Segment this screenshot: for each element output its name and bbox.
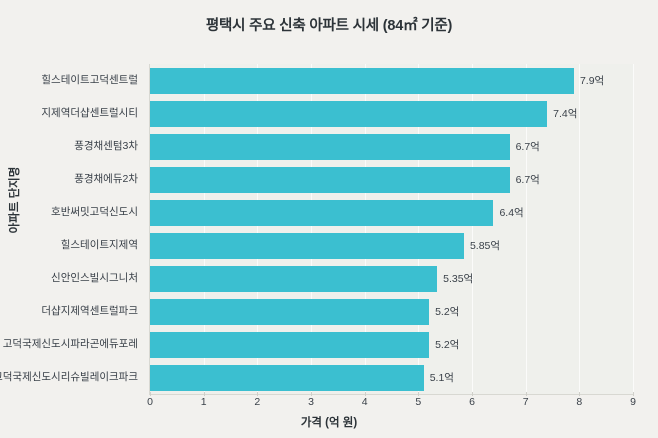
x-axis-tick-label: 3 [308,396,314,408]
gridline [633,64,634,394]
x-axis-tick-label: 0 [147,396,153,408]
bar[interactable] [150,298,430,325]
x-axis-tickmark [525,392,527,396]
y-axis-tick-label: 호반써밋고덕신도시 [51,206,138,218]
x-axis-spine [149,394,633,395]
gridline [579,64,581,394]
plot-area: 7.9억 7.4억 6.7억 6.7억 6.4억 5.85억 5.35억 5.2억 5.2억 5.… [150,64,634,394]
bar[interactable] [150,199,494,226]
y-axis-tick-label: 힐스테이트지제역 [60,239,138,251]
x-axis-tick-label: 2 [254,396,261,408]
bar-row[interactable]: 7.9억 [150,64,633,97]
y-axis-tick-label: 더샵지제역센트럴파크 [41,305,138,317]
bar-value-label: 7.9억 [579,75,605,87]
x-axis-tickmark [203,392,205,396]
x-axis-tickmark [150,392,151,396]
x-axis-tickmark [472,392,473,396]
bar-value-label: 5.2억 [435,306,460,318]
y-axis-tick-label: 힐스테이트고덕센트럴 [41,74,138,86]
bar-row[interactable]: 6.4억 [150,196,633,229]
x-axis-tick-label: 7 [522,396,529,408]
x-axis-tickmark [311,392,312,396]
bar-row[interactable]: 5.2억 [150,295,633,328]
x-axis-tick-label: 9 [630,396,636,408]
bar-value-label: 5.1억 [429,372,454,384]
x-axis-tickmark [418,392,420,396]
gridline [472,64,473,394]
y-axis-tick-label: 고덕국제신도시리슈빌레이크파크 [0,371,138,383]
x-axis-title: 가격 (억 원) [300,417,358,429]
bar[interactable] [150,265,438,292]
bar[interactable] [150,166,510,193]
x-axis-tickmark [633,392,634,396]
bar-row[interactable]: 6.7억 [150,130,633,163]
bar-row[interactable]: 5.1억 [150,361,633,394]
bar-row[interactable]: 7.4억 [150,97,633,130]
gridline [257,64,259,394]
bar-value-label: 6.7억 [515,141,540,153]
x-axis-tickmark [364,392,366,396]
bar-row[interactable]: 5.85억 [150,229,633,262]
y-axis-tick-label: 풍경채에듀2차 [74,173,138,185]
x-axis-tick-label: 8 [576,396,583,408]
bar-row[interactable]: 6.7억 [150,163,633,196]
chart-title: 평택시 주요 신축 아파트 시세 (84㎡ 기준) [205,18,453,34]
bar-row[interactable]: 5.2억 [150,328,633,361]
gridline [525,64,527,394]
bar[interactable] [150,331,430,358]
x-axis-tickmark [579,392,581,396]
gridline [418,64,420,394]
x-axis-tick-label: 5 [415,396,422,408]
bar-row[interactable]: 5.35억 [150,262,633,295]
x-axis-tick-label: 4 [361,396,368,408]
gridline [311,64,312,394]
gridline [364,64,366,394]
bar[interactable] [150,67,574,94]
y-axis-tick-label: 신안인스빌시그니처 [51,272,138,284]
y-axis-tick-label: 고덕국제신도시파라곤에듀포레 [2,338,138,350]
bar-value-label: 7.4억 [553,108,578,120]
x-axis-tick-label: 6 [469,396,475,408]
x-axis-tick-labels: 0 1 2 3 4 5 6 7 8 9 [147,392,636,414]
bar[interactable] [150,133,510,160]
bar[interactable] [150,232,464,259]
y-axis-spine [149,64,150,395]
y-axis-tick-label: 풍경채센텀3차 [74,140,138,152]
gridline [203,64,205,394]
bar-value-label: 5.2억 [435,339,460,351]
bar[interactable] [150,364,424,391]
bar-value-label: 6.4억 [499,207,524,219]
bar-value-label: 5.85억 [469,240,501,252]
x-axis-tickmark [257,392,259,396]
bar[interactable] [150,100,548,127]
y-axis-tick-label: 지제역더샵센트럴시티 [41,107,138,119]
bar-value-label: 6.7억 [515,174,540,186]
bar-value-label: 5.35억 [443,273,474,285]
x-axis-tick-label: 1 [200,396,207,408]
